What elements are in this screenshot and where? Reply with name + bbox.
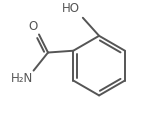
Text: O: O <box>28 20 37 33</box>
Text: HO: HO <box>62 2 80 15</box>
Text: H₂N: H₂N <box>10 72 33 85</box>
